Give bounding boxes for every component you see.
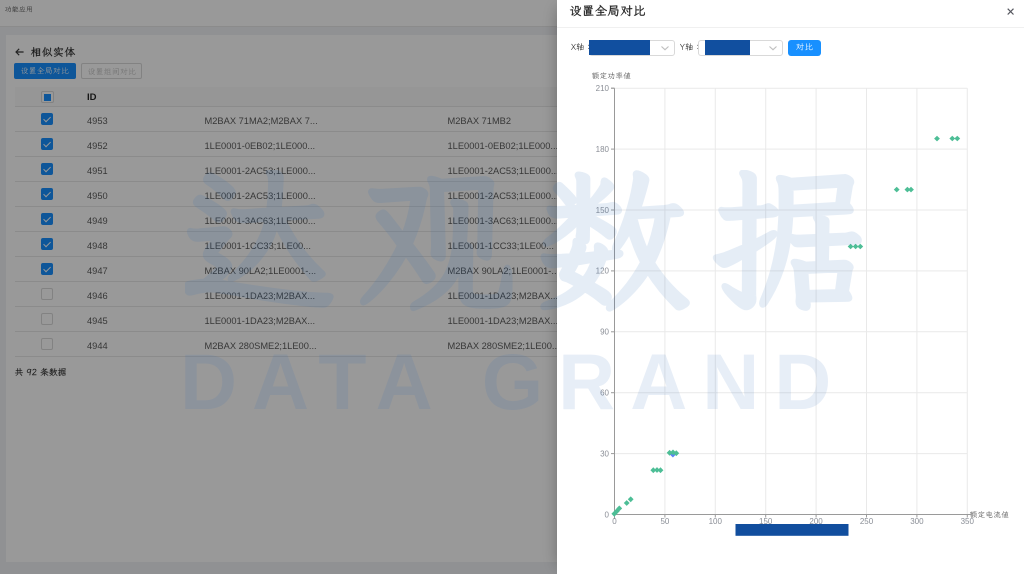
svg-text:90: 90 (600, 328, 609, 337)
svg-text:30: 30 (600, 449, 609, 458)
svg-text:180: 180 (596, 145, 610, 154)
svg-text:350: 350 (961, 517, 975, 526)
svg-text:60: 60 (600, 389, 609, 398)
svg-text:150: 150 (759, 517, 773, 526)
svg-text:150: 150 (596, 206, 610, 215)
svg-text:200: 200 (809, 517, 823, 526)
svg-text:50: 50 (660, 517, 669, 526)
svg-text:100: 100 (709, 517, 723, 526)
svg-text:250: 250 (860, 517, 874, 526)
svg-text:120: 120 (596, 267, 610, 276)
svg-text:210: 210 (596, 84, 610, 93)
svg-text:300: 300 (910, 517, 924, 526)
svg-text:0: 0 (605, 510, 610, 519)
svg-text:0: 0 (612, 517, 617, 526)
